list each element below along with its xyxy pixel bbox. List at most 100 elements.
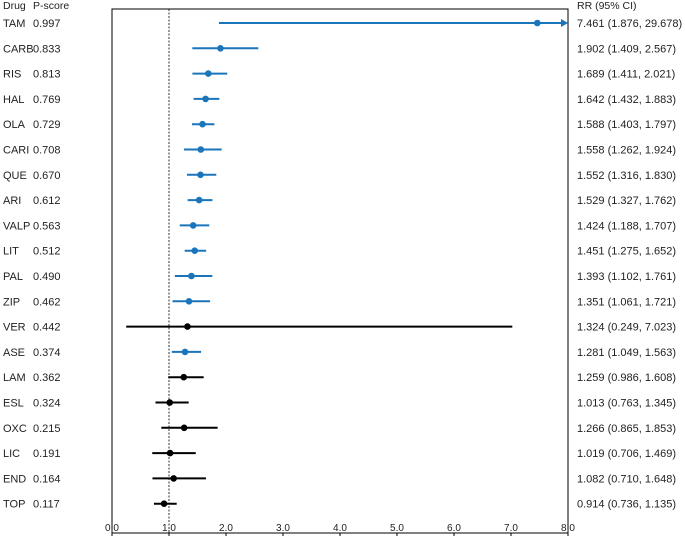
header-rr: RR (95% CI): [577, 0, 637, 12]
pscore-label: 0.769: [33, 94, 61, 106]
point-estimate: [204, 70, 212, 77]
point-estimate: [197, 146, 205, 153]
point-estimate: [180, 424, 188, 432]
drug-label: LIC: [3, 448, 20, 460]
row-tam: TAM 0.997 7.461 (1.876, 29.678): [3, 18, 682, 30]
row-esl: ESL 0.324 1.013 (0.763, 1.345): [3, 398, 676, 410]
rr-label: 1.351 (1.061, 1.721): [577, 296, 676, 308]
rr-label: 1.281 (1.049, 1.563): [577, 347, 676, 359]
row-ris: RIS 0.813 1.689 (1.411, 2.021): [3, 69, 675, 81]
plot-frame: [111, 8, 569, 534]
drug-label: QUE: [3, 170, 27, 182]
drug-label: OLA: [3, 119, 26, 131]
rr-label: 1.529 (1.327, 1.762): [577, 195, 676, 207]
pscore-label: 0.708: [33, 145, 61, 157]
drug-label: CARB: [3, 43, 34, 55]
rr-label: 7.461 (1.876, 29.678): [577, 18, 682, 30]
point-estimate: [217, 45, 224, 52]
point-estimate: [188, 272, 195, 280]
row-que: QUE 0.670 1.552 (1.316, 1.830): [3, 170, 676, 182]
pscore-label: 0.670: [33, 170, 61, 182]
x-tick-label: 0.0: [105, 523, 119, 534]
row-pal: PAL 0.490 1.393 (1.102, 1.761): [3, 271, 676, 283]
drug-label: LAM: [3, 372, 26, 384]
drug-label: ZIP: [3, 296, 20, 308]
rr-label: 1.558 (1.262, 1.924): [577, 145, 676, 157]
point-estimate: [191, 247, 199, 254]
row-carb: CARB 0.833 1.902 (1.409, 2.567): [3, 43, 676, 55]
point-estimate: [533, 19, 541, 27]
drug-label: VER: [3, 322, 26, 334]
drug-label: ASE: [3, 347, 25, 359]
point-estimate: [195, 196, 203, 204]
rr-label: 1.902 (1.409, 2.567): [577, 43, 676, 55]
pscore-label: 0.442: [33, 322, 61, 334]
rr-label: 1.642 (1.432, 1.883): [577, 94, 676, 106]
row-ver: VER 0.442 1.324 (0.249, 7.023): [3, 322, 676, 334]
row-lam: LAM 0.362 1.259 (0.986, 1.608): [3, 372, 676, 384]
rr-label: 1.019 (0.706, 1.469): [577, 448, 676, 460]
rr-label: 1.013 (0.763, 1.345): [577, 398, 676, 410]
pscore-label: 0.462: [33, 296, 61, 308]
pscore-label: 0.490: [33, 271, 61, 283]
rr-label: 1.552 (1.316, 1.830): [577, 170, 676, 182]
point-estimate: [166, 449, 174, 457]
point-estimate: [202, 95, 209, 103]
ci-arrow: [561, 19, 568, 27]
rr-label: 1.588 (1.403, 1.797): [577, 119, 676, 131]
drug-label: RIS: [3, 69, 21, 81]
x-tick-label: 4.0: [333, 523, 347, 534]
rr-label: 1.259 (0.986, 1.608): [577, 372, 676, 384]
pscore-label: 0.164: [33, 473, 61, 485]
pscore-label: 0.191: [33, 448, 61, 460]
drug-label: LIT: [3, 246, 19, 258]
drug-label: VALP: [3, 220, 30, 232]
rows-layer: TAM 0.997 7.461 (1.876, 29.678) CARB 0.833 1.…: [3, 18, 682, 511]
pscore-label: 0.117: [33, 499, 60, 511]
point-estimate: [160, 500, 168, 508]
point-estimate: [185, 298, 193, 305]
drug-label: OXC: [3, 423, 27, 435]
pscore-label: 0.362: [33, 372, 61, 384]
pscore-label: 0.612: [33, 195, 61, 207]
pscore-label: 0.374: [33, 347, 61, 359]
point-estimate: [197, 171, 204, 179]
row-cari: CARI 0.708 1.558 (1.262, 1.924): [3, 145, 676, 157]
x-tick-label: 2.0: [219, 523, 233, 534]
row-end: END 0.164 1.082 (0.710, 1.648): [3, 473, 676, 485]
rr-label: 1.324 (0.249, 7.023): [577, 322, 676, 334]
drug-label: PAL: [3, 271, 23, 283]
row-zip: ZIP 0.462 1.351 (1.061, 1.721): [3, 296, 676, 308]
row-top: TOP 0.117 0.914 (0.736, 1.135): [3, 499, 676, 511]
row-lic: LIC 0.191 1.019 (0.706, 1.469): [3, 448, 676, 460]
point-estimate: [181, 348, 189, 356]
point-estimate: [189, 222, 197, 229]
point-estimate: [166, 399, 174, 406]
point-estimate: [170, 475, 177, 482]
pscore-label: 0.563: [33, 220, 61, 232]
x-tick-label: 8.0: [561, 523, 575, 534]
row-valp: VALP 0.563 1.424 (1.188, 1.707): [3, 220, 676, 232]
drug-label: END: [3, 473, 26, 485]
drug-label: ESL: [3, 398, 24, 410]
pscore-label: 0.997: [33, 18, 61, 30]
point-estimate: [180, 373, 188, 381]
point-estimate: [199, 120, 206, 128]
drug-label: HAL: [3, 94, 24, 106]
x-tick-label: 1.0: [162, 523, 176, 534]
drug-label: CARI: [3, 145, 29, 157]
rr-label: 1.689 (1.411, 2.021): [577, 69, 675, 81]
drug-label: TOP: [3, 499, 25, 511]
pscore-label: 0.324: [33, 398, 61, 410]
rr-label: 1.266 (0.865, 1.853): [577, 423, 676, 435]
pscore-label: 0.512: [33, 246, 61, 258]
header-pscore: P-score: [33, 0, 69, 12]
pscore-label: 0.729: [33, 119, 61, 131]
row-hal: HAL 0.769 1.642 (1.432, 1.883): [3, 94, 676, 106]
row-ari: ARI 0.612 1.529 (1.327, 1.762): [3, 195, 676, 207]
x-tick-label: 6.0: [447, 523, 461, 534]
x-tick-label: 3.0: [276, 523, 290, 534]
rr-label: 1.424 (1.188, 1.707): [577, 220, 676, 232]
rr-label: 1.082 (0.710, 1.648): [577, 473, 676, 485]
